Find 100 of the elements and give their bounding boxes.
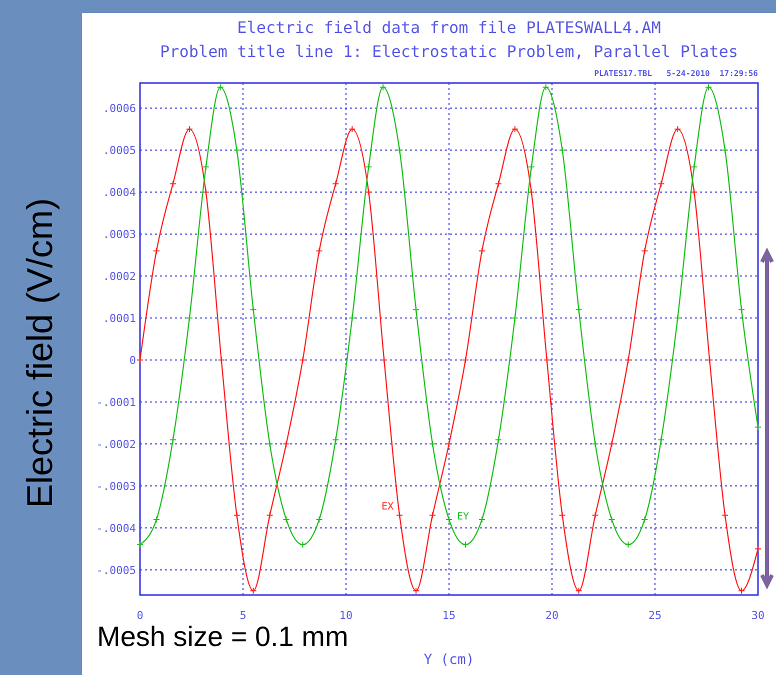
- point: [332, 180, 340, 188]
- point: [152, 247, 160, 254]
- point: [429, 512, 436, 519]
- point: [641, 247, 648, 254]
- point: [608, 440, 616, 448]
- point: [299, 541, 306, 548]
- point: [558, 146, 566, 154]
- point: [558, 512, 566, 519]
- point: [365, 163, 372, 170]
- point: [202, 188, 210, 196]
- x-tick-label: 5: [240, 609, 246, 622]
- point: [478, 516, 486, 523]
- chart-subtitle: Problem title line 1: Electrostatic Problem, Parallel Plates: [160, 42, 738, 61]
- x-tick-label: 10: [339, 609, 353, 622]
- point: [674, 126, 682, 133]
- point: [396, 146, 404, 154]
- x-tick-label: 25: [648, 609, 662, 622]
- point: [592, 512, 599, 519]
- point: [216, 84, 224, 91]
- point: [543, 356, 550, 364]
- y-tick-label: -.0004: [96, 522, 136, 535]
- point: [332, 436, 340, 444]
- point: [169, 436, 176, 444]
- y-axis-title: Electric field (V/cm): [19, 198, 60, 508]
- point: [658, 436, 665, 444]
- point: [494, 180, 502, 188]
- text: PLATES17.TBL 5-24-2010 17:29:56: [594, 69, 758, 78]
- x-tick-label: 20: [545, 609, 559, 622]
- y-tick-label: -.0003: [96, 480, 136, 493]
- point: [575, 587, 582, 594]
- point: [152, 516, 160, 523]
- point: [528, 188, 535, 196]
- point: [722, 146, 729, 154]
- point: [186, 314, 193, 322]
- point: [202, 163, 210, 170]
- point: [738, 306, 746, 314]
- point: [462, 356, 469, 364]
- point: [624, 541, 632, 548]
- point: [641, 516, 648, 523]
- point: [380, 84, 387, 91]
- point: [690, 188, 698, 196]
- point: [511, 314, 518, 322]
- point: [705, 84, 712, 91]
- point: [250, 306, 257, 314]
- point: [282, 516, 290, 523]
- y-tick-label: .0001: [102, 312, 136, 326]
- point: [250, 587, 257, 594]
- point: [365, 188, 372, 196]
- point: [233, 146, 240, 154]
- point: [299, 356, 306, 364]
- point: [478, 247, 486, 254]
- point: [446, 440, 452, 448]
- point: [316, 516, 323, 523]
- point: [266, 512, 274, 519]
- point: [494, 436, 502, 444]
- text: Mesh size = 0.1 mm: [97, 621, 348, 652]
- point: [316, 247, 323, 254]
- point: [608, 516, 616, 523]
- chart-title: Electric field data from file PLATESWALL4.AM: [237, 18, 661, 37]
- point: [380, 356, 388, 364]
- point: [674, 314, 682, 322]
- point: [624, 356, 632, 364]
- point: [722, 512, 729, 519]
- x-tick-label: 15: [442, 609, 456, 622]
- y-tick-label: -.0001: [96, 396, 136, 409]
- point: [706, 356, 714, 364]
- y-tick-label: 0: [129, 354, 136, 367]
- point: [282, 440, 290, 448]
- point: [412, 587, 420, 594]
- point: [412, 306, 420, 314]
- x-axis-title: Y (cm): [424, 652, 474, 668]
- y-tick-label: .0005: [102, 144, 136, 158]
- point: [348, 126, 356, 133]
- point: [462, 541, 469, 548]
- point: [348, 314, 356, 322]
- point: [658, 180, 665, 188]
- point: [446, 516, 452, 523]
- point: [592, 440, 599, 448]
- point: [169, 180, 176, 188]
- point: [575, 306, 582, 314]
- point: [266, 440, 274, 448]
- y-tick-label: .0003: [102, 228, 136, 242]
- point: [528, 163, 535, 170]
- y-tick-label: -.0002: [96, 438, 136, 451]
- point: [233, 512, 240, 519]
- y-tick-label: .0004: [102, 186, 136, 200]
- point: [542, 84, 550, 91]
- point: [511, 126, 518, 133]
- y-tick-label: -.0005: [96, 564, 136, 577]
- point: [186, 126, 193, 133]
- y-tick-label: .0006: [102, 102, 136, 116]
- series-label: EX: [382, 501, 394, 512]
- y-tick-label: .0002: [102, 270, 136, 284]
- point: [690, 163, 698, 170]
- point: [738, 587, 746, 594]
- point: [218, 356, 225, 364]
- series-label: EY: [457, 511, 470, 522]
- x-tick-label: 30: [751, 609, 765, 622]
- point: [396, 512, 404, 519]
- point: [429, 440, 436, 448]
